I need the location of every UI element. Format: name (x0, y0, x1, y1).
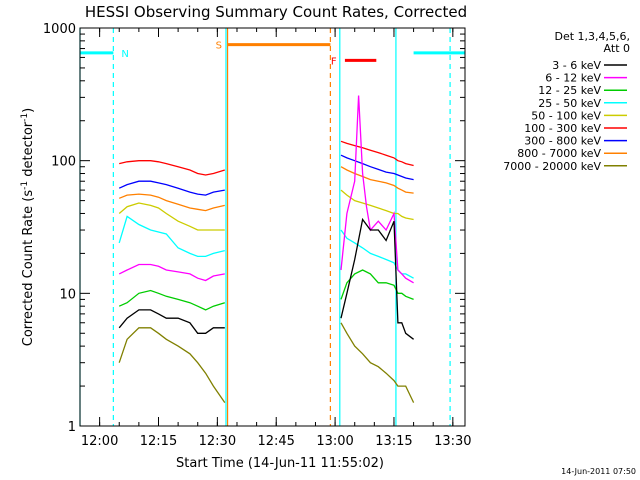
series-4-segment-0 (118, 202, 225, 231)
y-axis-label-sup2: -1 (20, 113, 30, 122)
legend-label-8: 7000 - 20000 keV (503, 160, 601, 173)
y-axis-label-sup1: -1 (20, 181, 30, 190)
plot-marks: N S F (79, 28, 465, 426)
y-tick-label: 100 (51, 155, 76, 170)
series-8-segment-0 (118, 327, 226, 403)
x-tick-label: 12:00 (81, 434, 118, 449)
series-6-segment-0 (118, 180, 225, 196)
y-axis-label-end: ) (21, 108, 36, 113)
series-6-segment-1 (340, 154, 414, 181)
footer-date: 14-Jun-2011 07:50 (561, 467, 636, 476)
series-5-segment-0 (119, 160, 225, 176)
legend-label-6: 300 - 800 keV (524, 135, 601, 148)
saa-label: S (216, 41, 222, 52)
x-tick-label: 12:45 (257, 434, 294, 449)
x-tick-label: 13:15 (375, 434, 412, 449)
legend-label-3: 25 - 50 keV (538, 97, 601, 110)
plot-frame (79, 27, 466, 427)
series-5-segment-1 (340, 140, 414, 167)
x-tick-label: 12:15 (140, 434, 177, 449)
series-8-segment-1 (340, 322, 415, 403)
legend-label-2: 12 - 25 keV (538, 84, 601, 97)
legend-label-0: 3 - 6 keV (552, 59, 601, 72)
legend-label-4: 50 - 100 keV (531, 109, 601, 122)
legend-title-1: Det 1,3,4,5,6, (554, 30, 630, 43)
series-7-segment-0 (118, 193, 225, 212)
x-axis-label: Start Time (14-Jun-11 11:55:02) (176, 456, 384, 471)
y-axis-label-main: Corrected Count Rate (s (21, 190, 36, 347)
y-tick-label: 1 (68, 420, 76, 435)
axes: 1 10 100 1000 12:00 12:15 12:30 12:45 13:00 13:15… (43, 22, 472, 449)
legend-label-5: 100 - 300 keV (524, 122, 601, 135)
series-0-segment-1 (340, 217, 414, 340)
legend-label-7: 800 - 7000 keV (517, 147, 601, 160)
series-4-segment-1 (340, 189, 414, 221)
series-1-segment-0 (118, 263, 225, 282)
y-tick-label: 1000 (43, 22, 76, 37)
series-0-segment-0 (118, 309, 225, 334)
y-tick-label: 10 (59, 287, 76, 302)
legend-label-1: 6 - 12 keV (545, 72, 601, 85)
x-tick-label: 12:30 (199, 434, 236, 449)
y-axis-label: Corrected Count Rate (s-1 detector-1) (20, 108, 36, 346)
series-1-segment-1 (340, 95, 414, 284)
series-3-segment-0 (118, 215, 225, 258)
legend-title-2: Att 0 (604, 42, 630, 55)
series-2-segment-0 (118, 289, 225, 311)
night-label: N (121, 49, 128, 60)
y-axis-label-mid: detector (21, 121, 36, 181)
series-2-segment-1 (340, 269, 414, 301)
chart-title: HESSI Observing Summary Count Rates, Cor… (85, 3, 467, 21)
series-7-segment-1 (340, 166, 414, 194)
x-tick-label: 13:00 (316, 434, 353, 449)
x-tick-label: 13:30 (434, 434, 471, 449)
flare-label: F (331, 56, 337, 67)
